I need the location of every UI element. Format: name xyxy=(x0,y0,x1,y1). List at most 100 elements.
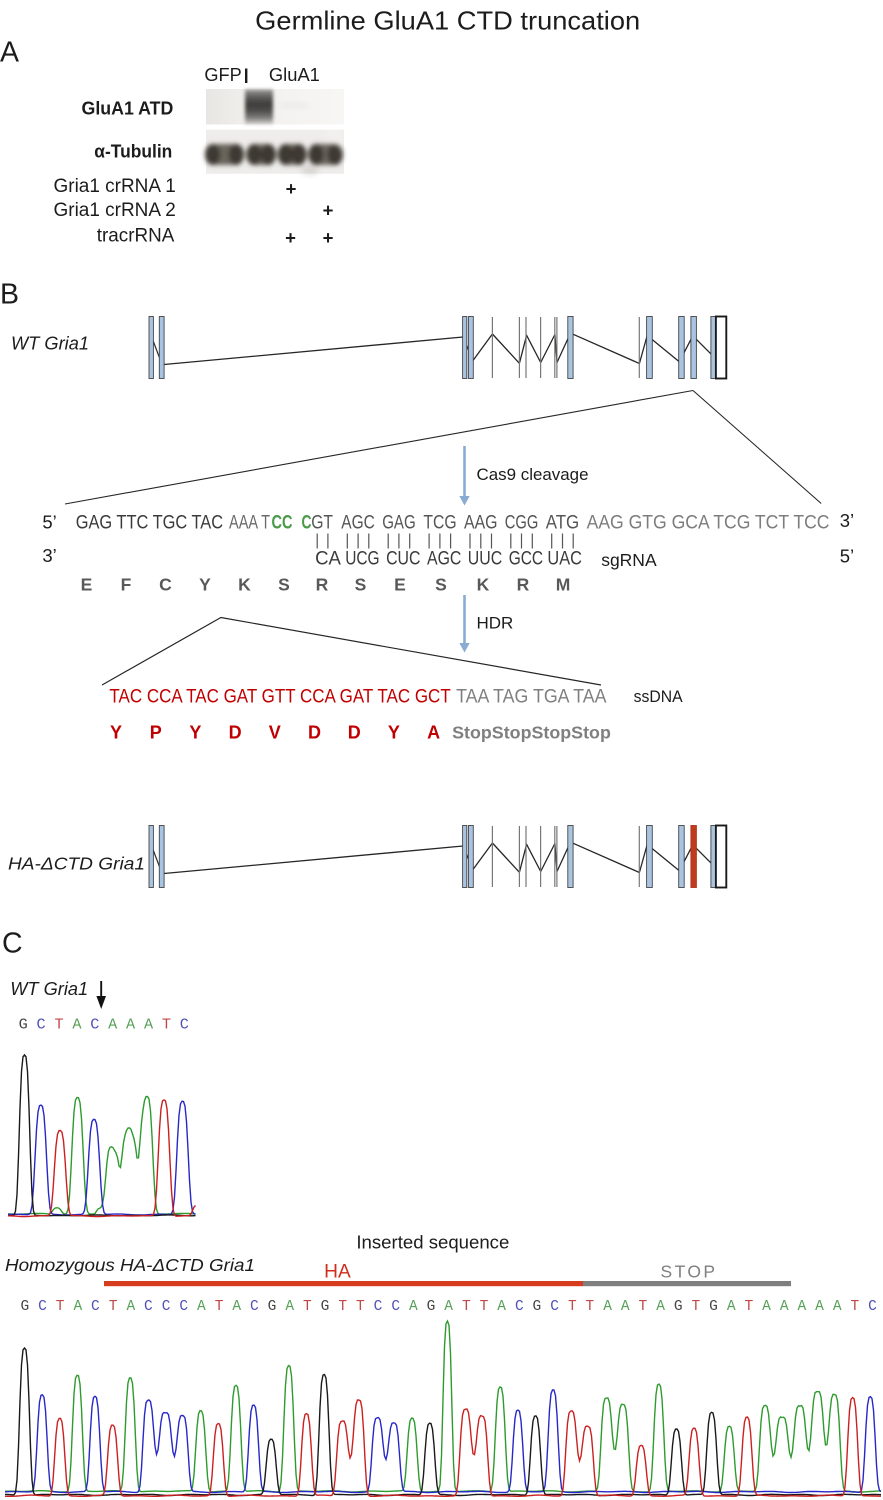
svg-text:C: C xyxy=(515,1299,524,1315)
svg-text:A: A xyxy=(232,1299,241,1315)
svg-text:V: V xyxy=(269,723,281,743)
svg-text:C: C xyxy=(391,1299,400,1315)
svg-text:STOP: STOP xyxy=(661,1262,718,1282)
svg-text:K: K xyxy=(477,575,490,595)
svg-text:CGG: CGG xyxy=(505,513,539,534)
svg-text:A: A xyxy=(427,723,440,743)
svg-text:ssDNA: ssDNA xyxy=(634,687,684,706)
svg-text:Gria1 crRNA 2: Gria1 crRNA 2 xyxy=(54,200,176,221)
svg-text:TAA TAG TGA TAA: TAA TAG TGA TAA xyxy=(456,687,607,708)
svg-text:P: P xyxy=(150,723,162,743)
svg-text:G: G xyxy=(674,1299,683,1315)
svg-text:T: T xyxy=(639,1299,648,1315)
svg-text:A: A xyxy=(409,1299,418,1315)
svg-text:ATG: ATG xyxy=(546,513,580,534)
svg-text:CC: CC xyxy=(272,513,293,534)
svg-text:C: C xyxy=(37,1016,46,1034)
svg-text:GFP: GFP xyxy=(204,64,241,85)
svg-text:T: T xyxy=(303,1299,312,1315)
svg-text:T: T xyxy=(850,1299,859,1315)
svg-text:AGC: AGC xyxy=(341,513,375,534)
svg-text:A: A xyxy=(144,1016,154,1034)
svg-text:T: T xyxy=(568,1299,577,1315)
svg-text:C: C xyxy=(38,1299,47,1315)
svg-text:Y: Y xyxy=(199,575,211,595)
svg-text:+: + xyxy=(285,227,296,248)
svg-text:Germline GluA1 CTD truncation: Germline GluA1 CTD truncation xyxy=(255,6,640,36)
svg-text:UUC: UUC xyxy=(468,549,502,570)
svg-text:A: A xyxy=(197,1299,206,1315)
svg-text:R: R xyxy=(316,575,329,595)
svg-text:G: G xyxy=(20,1299,29,1315)
svg-text:C: C xyxy=(159,575,172,595)
svg-text:A: A xyxy=(621,1299,630,1315)
svg-text:T: T xyxy=(480,1299,489,1315)
svg-text:G: G xyxy=(709,1299,718,1315)
svg-text:3’: 3’ xyxy=(42,545,56,566)
svg-text:D: D xyxy=(308,723,321,743)
svg-text:3’: 3’ xyxy=(840,510,854,531)
svg-text:A: A xyxy=(444,1299,453,1315)
svg-text:C: C xyxy=(180,1016,189,1034)
svg-text:A: A xyxy=(656,1299,665,1315)
svg-text:WT Gria1: WT Gria1 xyxy=(11,333,89,354)
svg-text:GT: GT xyxy=(311,513,333,534)
svg-text:5’: 5’ xyxy=(840,546,854,567)
svg-text:G: G xyxy=(268,1299,277,1315)
svg-text:+: + xyxy=(286,178,297,199)
svg-text:D: D xyxy=(229,723,242,743)
svg-text:+: + xyxy=(323,200,334,221)
svg-text:UCG: UCG xyxy=(345,549,379,570)
svg-text:T: T xyxy=(462,1299,471,1315)
svg-text:T: T xyxy=(56,1299,65,1315)
svg-text:A: A xyxy=(797,1299,806,1315)
svg-text:HA: HA xyxy=(324,1262,351,1283)
svg-text:C: C xyxy=(162,1299,171,1315)
svg-text:Inserted sequence: Inserted sequence xyxy=(356,1233,509,1253)
svg-text:S: S xyxy=(278,575,290,595)
svg-text:HA-ΔCTD Gria1: HA-ΔCTD Gria1 xyxy=(8,854,145,874)
svg-text:S: S xyxy=(355,575,367,595)
svg-text:A: A xyxy=(72,1016,82,1034)
svg-text:T: T xyxy=(54,1016,63,1034)
svg-text:sgRNA: sgRNA xyxy=(601,550,657,570)
svg-text:C: C xyxy=(91,1299,100,1315)
svg-text:C: C xyxy=(90,1016,99,1034)
svg-text:AAA T: AAA T xyxy=(229,513,270,534)
svg-text:T: T xyxy=(745,1299,754,1315)
svg-text:C: C xyxy=(550,1299,559,1315)
svg-text:C: C xyxy=(250,1299,259,1315)
svg-text:AAG GTG GCA TCG TCT TCC: AAG GTG GCA TCG TCT TCC xyxy=(587,513,830,534)
svg-text:T: T xyxy=(356,1299,365,1315)
svg-text:T: T xyxy=(586,1299,595,1315)
svg-text:C: C xyxy=(868,1299,877,1315)
svg-text:GluA1: GluA1 xyxy=(269,64,320,85)
svg-text:GAG: GAG xyxy=(382,513,416,534)
svg-text:GluA1 ATD: GluA1 ATD xyxy=(82,99,174,119)
svg-text:C: C xyxy=(179,1299,188,1315)
svg-text:GCC: GCC xyxy=(509,549,543,570)
svg-text:A: A xyxy=(727,1299,736,1315)
svg-text:G: G xyxy=(427,1299,436,1315)
svg-text:D: D xyxy=(348,723,361,743)
svg-text:AGC: AGC xyxy=(427,549,461,570)
svg-text:G: G xyxy=(533,1299,542,1315)
svg-text:Y: Y xyxy=(110,723,122,743)
svg-text:Gria1 crRNA 1: Gria1 crRNA 1 xyxy=(54,176,176,197)
svg-text:E: E xyxy=(81,575,93,595)
svg-text:C: C xyxy=(374,1299,383,1315)
svg-text:C: C xyxy=(144,1299,153,1315)
svg-text:K: K xyxy=(238,575,251,595)
svg-text:Homozygous HA-ΔCTD Gria1: Homozygous HA-ΔCTD Gria1 xyxy=(5,1255,255,1275)
svg-text:A: A xyxy=(126,1016,136,1034)
svg-text:5’: 5’ xyxy=(42,512,56,533)
svg-text:G: G xyxy=(19,1016,28,1034)
svg-text:T: T xyxy=(162,1016,171,1034)
svg-text:A: A xyxy=(108,1016,118,1034)
svg-text:C: C xyxy=(2,928,23,960)
svg-text:+: + xyxy=(323,227,334,248)
svg-text:AAG: AAG xyxy=(464,513,498,534)
svg-text:UAC: UAC xyxy=(547,549,582,570)
svg-text:TAC CCA TAC GAT GTT CCA GAT TA: TAC CCA TAC GAT GTT CCA GAT TAC GCT xyxy=(109,687,451,708)
svg-text:HDR: HDR xyxy=(477,614,514,633)
